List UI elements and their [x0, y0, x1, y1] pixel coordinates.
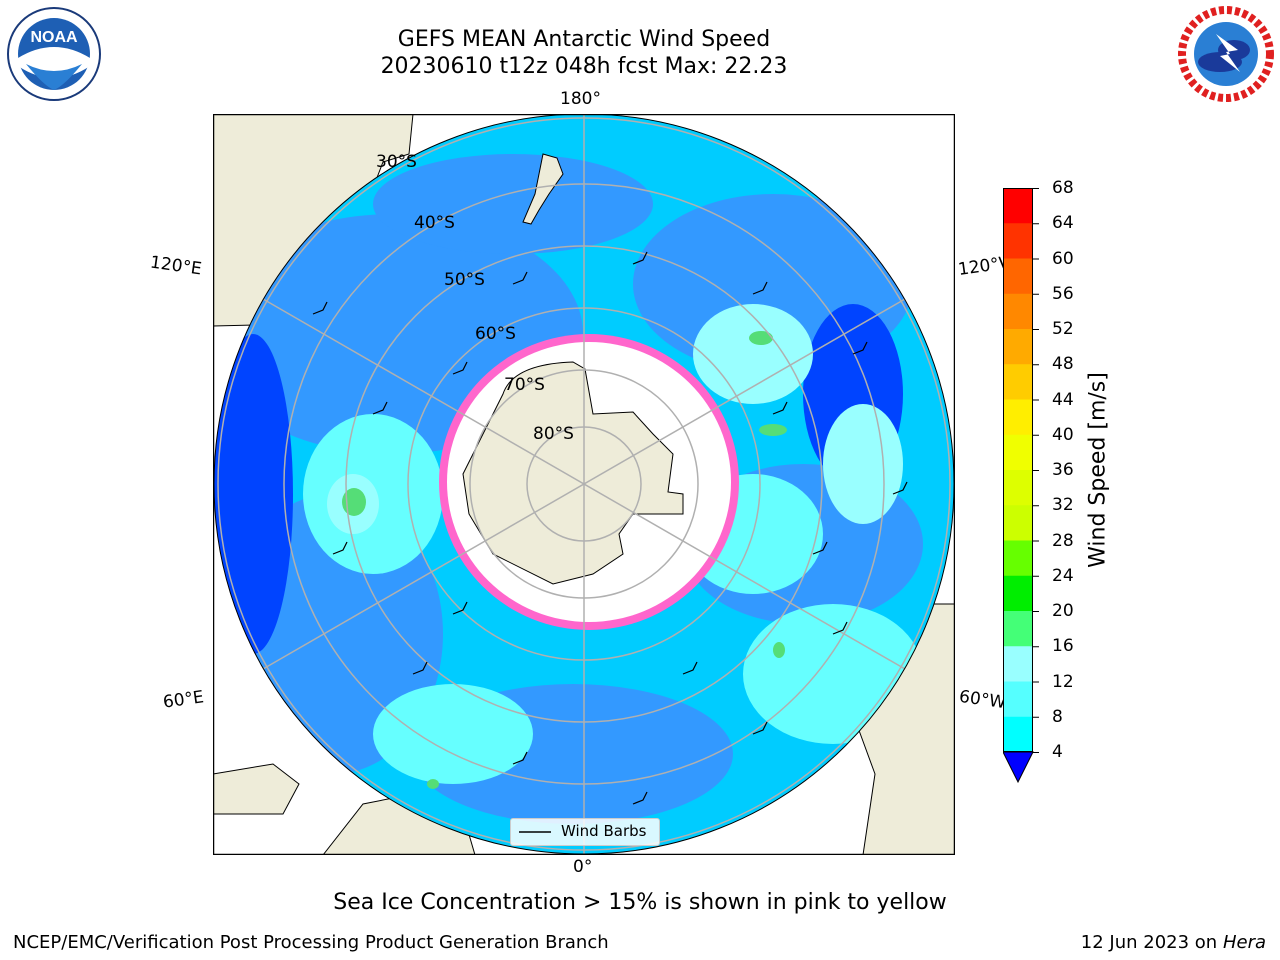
colorbar-bin: [1003, 646, 1033, 682]
lat-label-50s: 50°S: [444, 270, 485, 290]
footer-credit: NCEP/EMC/Verification Post Processing Pr…: [13, 932, 609, 953]
wind-barbs: [312, 251, 908, 805]
colorbar-tick-label: 40: [1052, 424, 1074, 445]
wind-barb-legend-line: [519, 831, 551, 833]
map-panel: [212, 113, 956, 859]
lon-label-120e: 120°E: [148, 252, 203, 280]
chart-subtitle: 20230610 t12z 048h fcst Max: 22.23: [380, 54, 788, 79]
chart-title: GEFS MEAN Antarctic Wind Speed: [397, 27, 771, 52]
colorbar-tick-label: 4: [1052, 742, 1063, 762]
colorbar-tick-label: 52: [1052, 319, 1074, 339]
colorbar-bin: [1003, 505, 1033, 541]
lon-label-60e: 60°E: [161, 687, 206, 713]
colorbar-tick-label: 24: [1052, 565, 1074, 586]
colorbar-tick-label: 32: [1052, 495, 1074, 516]
colorbar-bin: [1003, 399, 1033, 436]
colorbar-bin: [1003, 258, 1033, 295]
colorbar-tick-label: 48: [1052, 354, 1074, 375]
lat-label-80s: 80°S: [533, 424, 574, 444]
colorbar-tick-label: 64: [1052, 213, 1074, 234]
colorbar-label: Wind Speed [m/s]: [1085, 372, 1111, 568]
colorbar-bin: [1003, 329, 1033, 365]
lat-label-70s: 70°S: [504, 375, 545, 395]
map-legend: Wind Barbs: [510, 818, 660, 846]
noaa-logo: NOAA: [4, 6, 104, 106]
lon-label-180: 180°: [560, 89, 601, 109]
colorbar-tick-label: 36: [1052, 460, 1074, 480]
colorbar-tick-label: 56: [1052, 283, 1074, 304]
lon-label-0: 0°: [573, 857, 593, 877]
colorbar-bin: [1003, 188, 1033, 224]
wind-field: [214, 114, 954, 854]
colorbar-bin: [1003, 716, 1033, 753]
colorbar-tick-label: 8: [1052, 706, 1063, 727]
colorbar-bin: [1003, 223, 1033, 259]
colorbar-bin: [1003, 575, 1033, 612]
colorbar-tick-label: 12: [1052, 671, 1074, 692]
colorbar: [1002, 188, 1048, 788]
lon-label-60w: 60°W: [957, 686, 1008, 714]
colorbar-bin: [1003, 364, 1033, 400]
colorbar-tick-label: 60: [1052, 248, 1074, 269]
lat-label-40s: 40°S: [414, 213, 455, 233]
colorbar-tick-label: 28: [1052, 530, 1074, 551]
nws-logo: [1176, 6, 1276, 106]
colorbar-bin: [1003, 434, 1033, 471]
sea-ice-note: Sea Ice Concentration > 15% is shown in …: [333, 890, 947, 915]
colorbar-tick-label: 44: [1052, 389, 1074, 410]
colorbar-bins: [1003, 188, 1033, 753]
colorbar-bin: [1003, 681, 1033, 718]
colorbar-bin: [1003, 293, 1033, 330]
svg-text:NOAA: NOAA: [30, 29, 78, 46]
lat-label-60s: 60°S: [475, 324, 516, 344]
colorbar-tick-label: 68: [1052, 178, 1074, 198]
footer-date-text: 12 Jun 2023 on: [1080, 932, 1218, 953]
lat-label-30s: 30°S: [376, 152, 417, 172]
colorbar-tick-label: 20: [1052, 601, 1074, 621]
legend-label: Wind Barbs: [561, 822, 647, 840]
colorbar-tick-label: 16: [1052, 636, 1074, 657]
graticule: [217, 114, 951, 855]
colorbar-bin: [1003, 540, 1033, 577]
footer-host: Hera: [1222, 932, 1266, 953]
colorbar-bin: [1003, 611, 1033, 647]
colorbar-bin: [1003, 470, 1033, 506]
footer-date: 12 Jun 2023 on Hera: [1081, 932, 1266, 953]
